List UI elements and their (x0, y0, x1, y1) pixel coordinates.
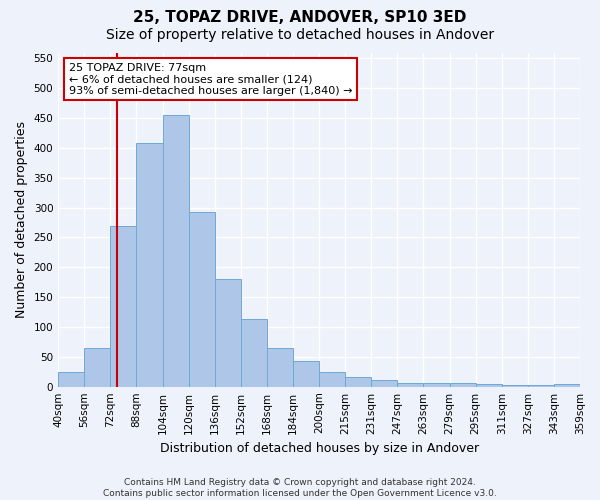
Bar (267, 348, 293, 387)
Bar (371, 380, 397, 386)
Bar (136, 143, 163, 386)
Bar (449, 383, 476, 386)
X-axis label: Distribution of detached houses by size in Andover: Distribution of detached houses by size … (160, 442, 479, 455)
Text: Size of property relative to detached houses in Andover: Size of property relative to detached ho… (106, 28, 494, 42)
Bar (476, 384, 502, 386)
Bar (424, 383, 449, 386)
Bar (554, 384, 580, 386)
Bar (215, 280, 241, 386)
Bar (163, 115, 188, 386)
Text: 25 TOPAZ DRIVE: 77sqm
← 6% of detached houses are smaller (124)
93% of semi-deta: 25 TOPAZ DRIVE: 77sqm ← 6% of detached h… (68, 62, 352, 96)
Bar (188, 212, 215, 386)
Bar (84, 348, 110, 387)
Bar (319, 372, 345, 386)
Bar (110, 226, 136, 386)
Bar (502, 385, 528, 386)
Text: 25, TOPAZ DRIVE, ANDOVER, SP10 3ED: 25, TOPAZ DRIVE, ANDOVER, SP10 3ED (133, 10, 467, 25)
Text: Contains HM Land Registry data © Crown copyright and database right 2024.
Contai: Contains HM Land Registry data © Crown c… (103, 478, 497, 498)
Bar (58, 372, 84, 386)
Bar (397, 382, 424, 386)
Bar (345, 376, 371, 386)
Bar (241, 319, 267, 386)
Bar (293, 361, 319, 386)
Y-axis label: Number of detached properties: Number of detached properties (15, 121, 28, 318)
